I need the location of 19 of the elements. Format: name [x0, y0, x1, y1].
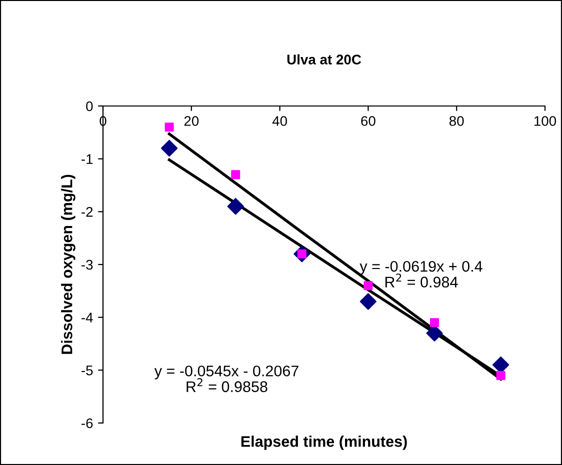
y-tick-label: -4 [82, 312, 93, 322]
x-tick-label: 40 [272, 116, 287, 126]
annotation: R$^{2}$ = 0.9858 [186, 378, 268, 392]
x-tick-label: 60 [361, 116, 376, 126]
x-tick-label: 80 [449, 116, 464, 126]
y-tick-label: -6 [82, 418, 93, 428]
y-tick-label: -3 [82, 260, 93, 270]
annotation: R$^{2}$ = 0.984 [385, 274, 458, 288]
y-tick-label: -5 [82, 366, 93, 376]
x-tick-label: 100 [534, 116, 556, 126]
x-tick-label: 20 [184, 116, 199, 126]
y-tick-label: -1 [82, 154, 93, 164]
y-tick-label: -2 [82, 207, 93, 217]
y-tick-label: 0 [86, 101, 93, 112]
x-axis-title: Elapsed time (minutes) [241, 436, 407, 450]
annotation: y = -0.0545x - 0.2067 [154, 366, 298, 380]
chart-title: Ulva at 20C [287, 54, 362, 64]
annotation: y = -0.0619x + 0.4 [360, 260, 482, 275]
y-axis-title: Dissolved oxygen (mg/L) [61, 174, 76, 354]
